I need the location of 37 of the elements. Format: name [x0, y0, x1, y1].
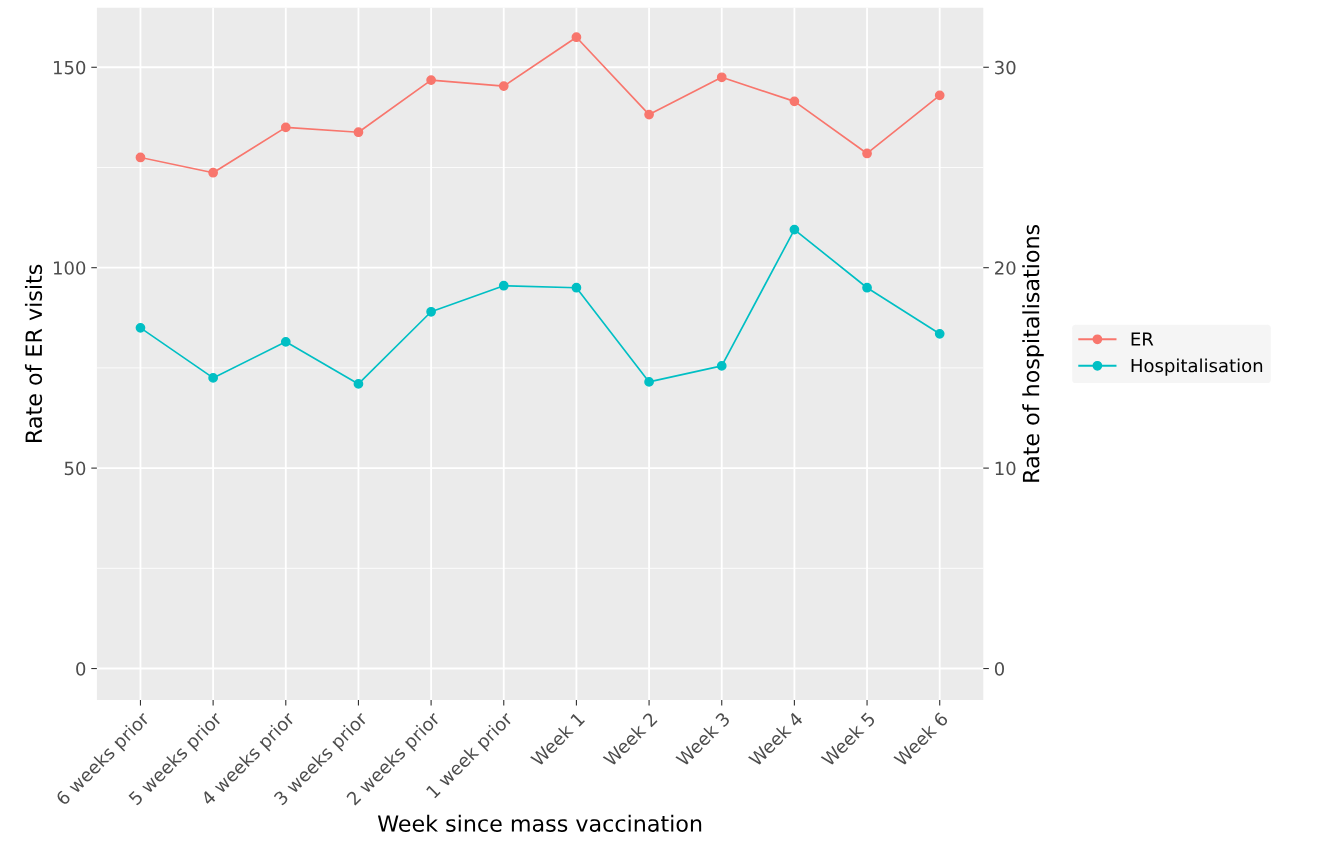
- y-axis-title: Rate of ER visits: [24, 264, 43, 442]
- y2-tick-label: 10: [995, 461, 1016, 476]
- y-tick-label: 150: [53, 60, 86, 75]
- point: [280, 336, 291, 347]
- point: [208, 167, 218, 178]
- y2-tick-label: 0: [994, 661, 1005, 676]
- y2-tick-label: 20: [995, 261, 1016, 275]
- x-axis-title: Week since mass vaccination: [377, 814, 702, 832]
- point: [862, 282, 872, 293]
- point: [353, 127, 364, 138]
- y-tick-label: 0: [76, 661, 86, 676]
- y-tick-label: 50: [64, 461, 86, 476]
- point: [498, 280, 509, 291]
- y2-tick-label: 30: [995, 60, 1016, 75]
- y2-axis-title: Rate of hospitalisations: [1022, 224, 1044, 482]
- point: [208, 373, 218, 383]
- point: [862, 148, 872, 159]
- point: [426, 75, 436, 85]
- point: [789, 96, 800, 107]
- point: [280, 122, 291, 133]
- y-tick-label: 100: [53, 261, 86, 275]
- point: [571, 32, 582, 43]
- point: [135, 322, 146, 333]
- point: [498, 81, 509, 91]
- point: [571, 282, 582, 293]
- point: [135, 152, 146, 163]
- legend-label: ER: [1131, 332, 1154, 346]
- point: [934, 90, 945, 101]
- point: [789, 224, 800, 235]
- point: [716, 72, 727, 83]
- point: [353, 379, 364, 389]
- point: [644, 377, 654, 387]
- point: [426, 306, 436, 317]
- legend-label: Hospitalisation: [1131, 358, 1263, 376]
- point: [716, 361, 727, 371]
- point: [644, 109, 654, 120]
- point: [934, 328, 945, 339]
